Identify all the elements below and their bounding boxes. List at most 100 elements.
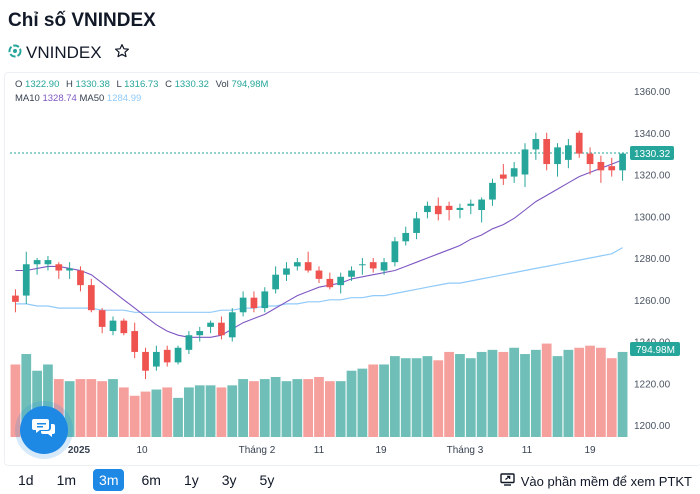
candle-body [33, 260, 41, 265]
candle-body [120, 320, 128, 334]
range-selector: 1d 1m 3m 6m 1y 3y 5y [12, 469, 291, 491]
chat-button[interactable] [20, 406, 68, 454]
candle-body [565, 145, 572, 160]
volume-value: 794,98M [231, 79, 269, 90]
volume-bar [303, 379, 314, 437]
candle-body [424, 205, 431, 213]
candle-body [337, 276, 345, 286]
candle-body [532, 139, 540, 150]
candle-body [434, 205, 442, 215]
x-tick-label: Tháng 3 [447, 445, 484, 456]
open-value: 1322.90 [25, 79, 60, 90]
candle-body [44, 260, 52, 265]
volume-bar [140, 391, 151, 437]
candle-body [348, 270, 355, 277]
x-tick-label: 10 [136, 445, 148, 456]
candle-body [12, 295, 19, 302]
volume-bar [97, 381, 108, 437]
candle-body [207, 322, 214, 327]
volume-bar [509, 347, 520, 437]
volume-bar [606, 358, 617, 437]
candle-body [597, 161, 605, 171]
volume-bar [368, 364, 379, 437]
candle-body [586, 153, 594, 165]
candle-body [619, 153, 626, 171]
volume-bar [292, 379, 303, 437]
range-3m[interactable]: 3m [93, 469, 125, 491]
screen-link-icon [500, 473, 515, 489]
candle-body [228, 312, 236, 338]
x-tick-label: 19 [584, 445, 596, 456]
candle-body [369, 262, 377, 269]
star-icon[interactable] [114, 43, 130, 64]
candle-body [543, 139, 551, 165]
volume-bar [346, 370, 357, 437]
volume-bar [433, 360, 444, 437]
volume-bar [184, 387, 194, 437]
candle-body [489, 182, 496, 200]
candle-body [510, 168, 518, 177]
range-5y[interactable]: 5y [259, 472, 275, 488]
volume-bar [281, 381, 292, 437]
range-1y[interactable]: 1y [183, 472, 199, 488]
candle-body [499, 174, 507, 179]
symbol-name: VNINDEX [26, 43, 102, 62]
y-tick-label: 1300.00 [634, 212, 671, 223]
candle-body [445, 205, 453, 210]
range-6m[interactable]: 6m [141, 472, 161, 488]
y-tick-label: 1260.00 [634, 296, 671, 307]
volume-bar [129, 395, 140, 437]
candle-body [608, 166, 616, 171]
y-tick-label: 1320.00 [634, 171, 671, 182]
volume-bar [379, 364, 389, 437]
volume-bar [574, 347, 585, 437]
volume-bar [173, 397, 183, 437]
volume-bar [194, 385, 205, 437]
candle-body [413, 218, 420, 233]
candle-body [304, 262, 312, 271]
volume-bar [227, 385, 238, 437]
candle-body [55, 264, 63, 271]
ma10-label: MA10 [15, 93, 40, 104]
last-price-tag [630, 145, 674, 160]
last-volume-tag-label: 794.98M [636, 345, 675, 356]
volume-bar [249, 381, 259, 437]
range-3y[interactable]: 3y [221, 472, 237, 488]
candle-body [131, 331, 139, 352]
volume-bar [585, 345, 595, 437]
ohlc-legend: O 1322.90 H 1330.38 L 1316.73 C 1330.32 … [15, 79, 268, 90]
volume-bar [563, 349, 574, 437]
x-tick-label: 19 [375, 445, 387, 456]
volume-bar [21, 354, 32, 437]
volume-bar [400, 358, 411, 437]
technical-analysis-link[interactable]: Vào phần mềm để xem PTKT [500, 473, 692, 489]
candle-body [109, 320, 117, 332]
candle-body [478, 199, 485, 210]
candle-body [142, 351, 149, 371]
candle-body [521, 149, 529, 175]
volume-bar [617, 351, 628, 437]
y-tick-label: 1340.00 [634, 129, 671, 140]
candle-body [174, 347, 182, 363]
y-tick-label: 1360.00 [634, 87, 671, 98]
close-value: 1330.32 [174, 79, 209, 90]
chart-frame [4, 72, 700, 466]
open-label: O [15, 79, 23, 90]
volume-bar [32, 370, 42, 437]
candle-body [196, 331, 204, 336]
volume-bar [259, 379, 270, 437]
volume-label: Vol [215, 79, 229, 90]
volume-bar [10, 364, 21, 437]
volume-bar [335, 381, 346, 437]
volume-bar [357, 368, 368, 437]
volume-bar [465, 358, 476, 437]
candle-body [359, 264, 366, 266]
candle-body [554, 147, 561, 165]
volume-bar [324, 381, 335, 437]
range-1d[interactable]: 1d [18, 472, 34, 488]
candle-body [239, 297, 247, 313]
candle-body [22, 264, 30, 296]
range-1m[interactable]: 1m [56, 472, 77, 488]
candle-body [575, 132, 583, 154]
